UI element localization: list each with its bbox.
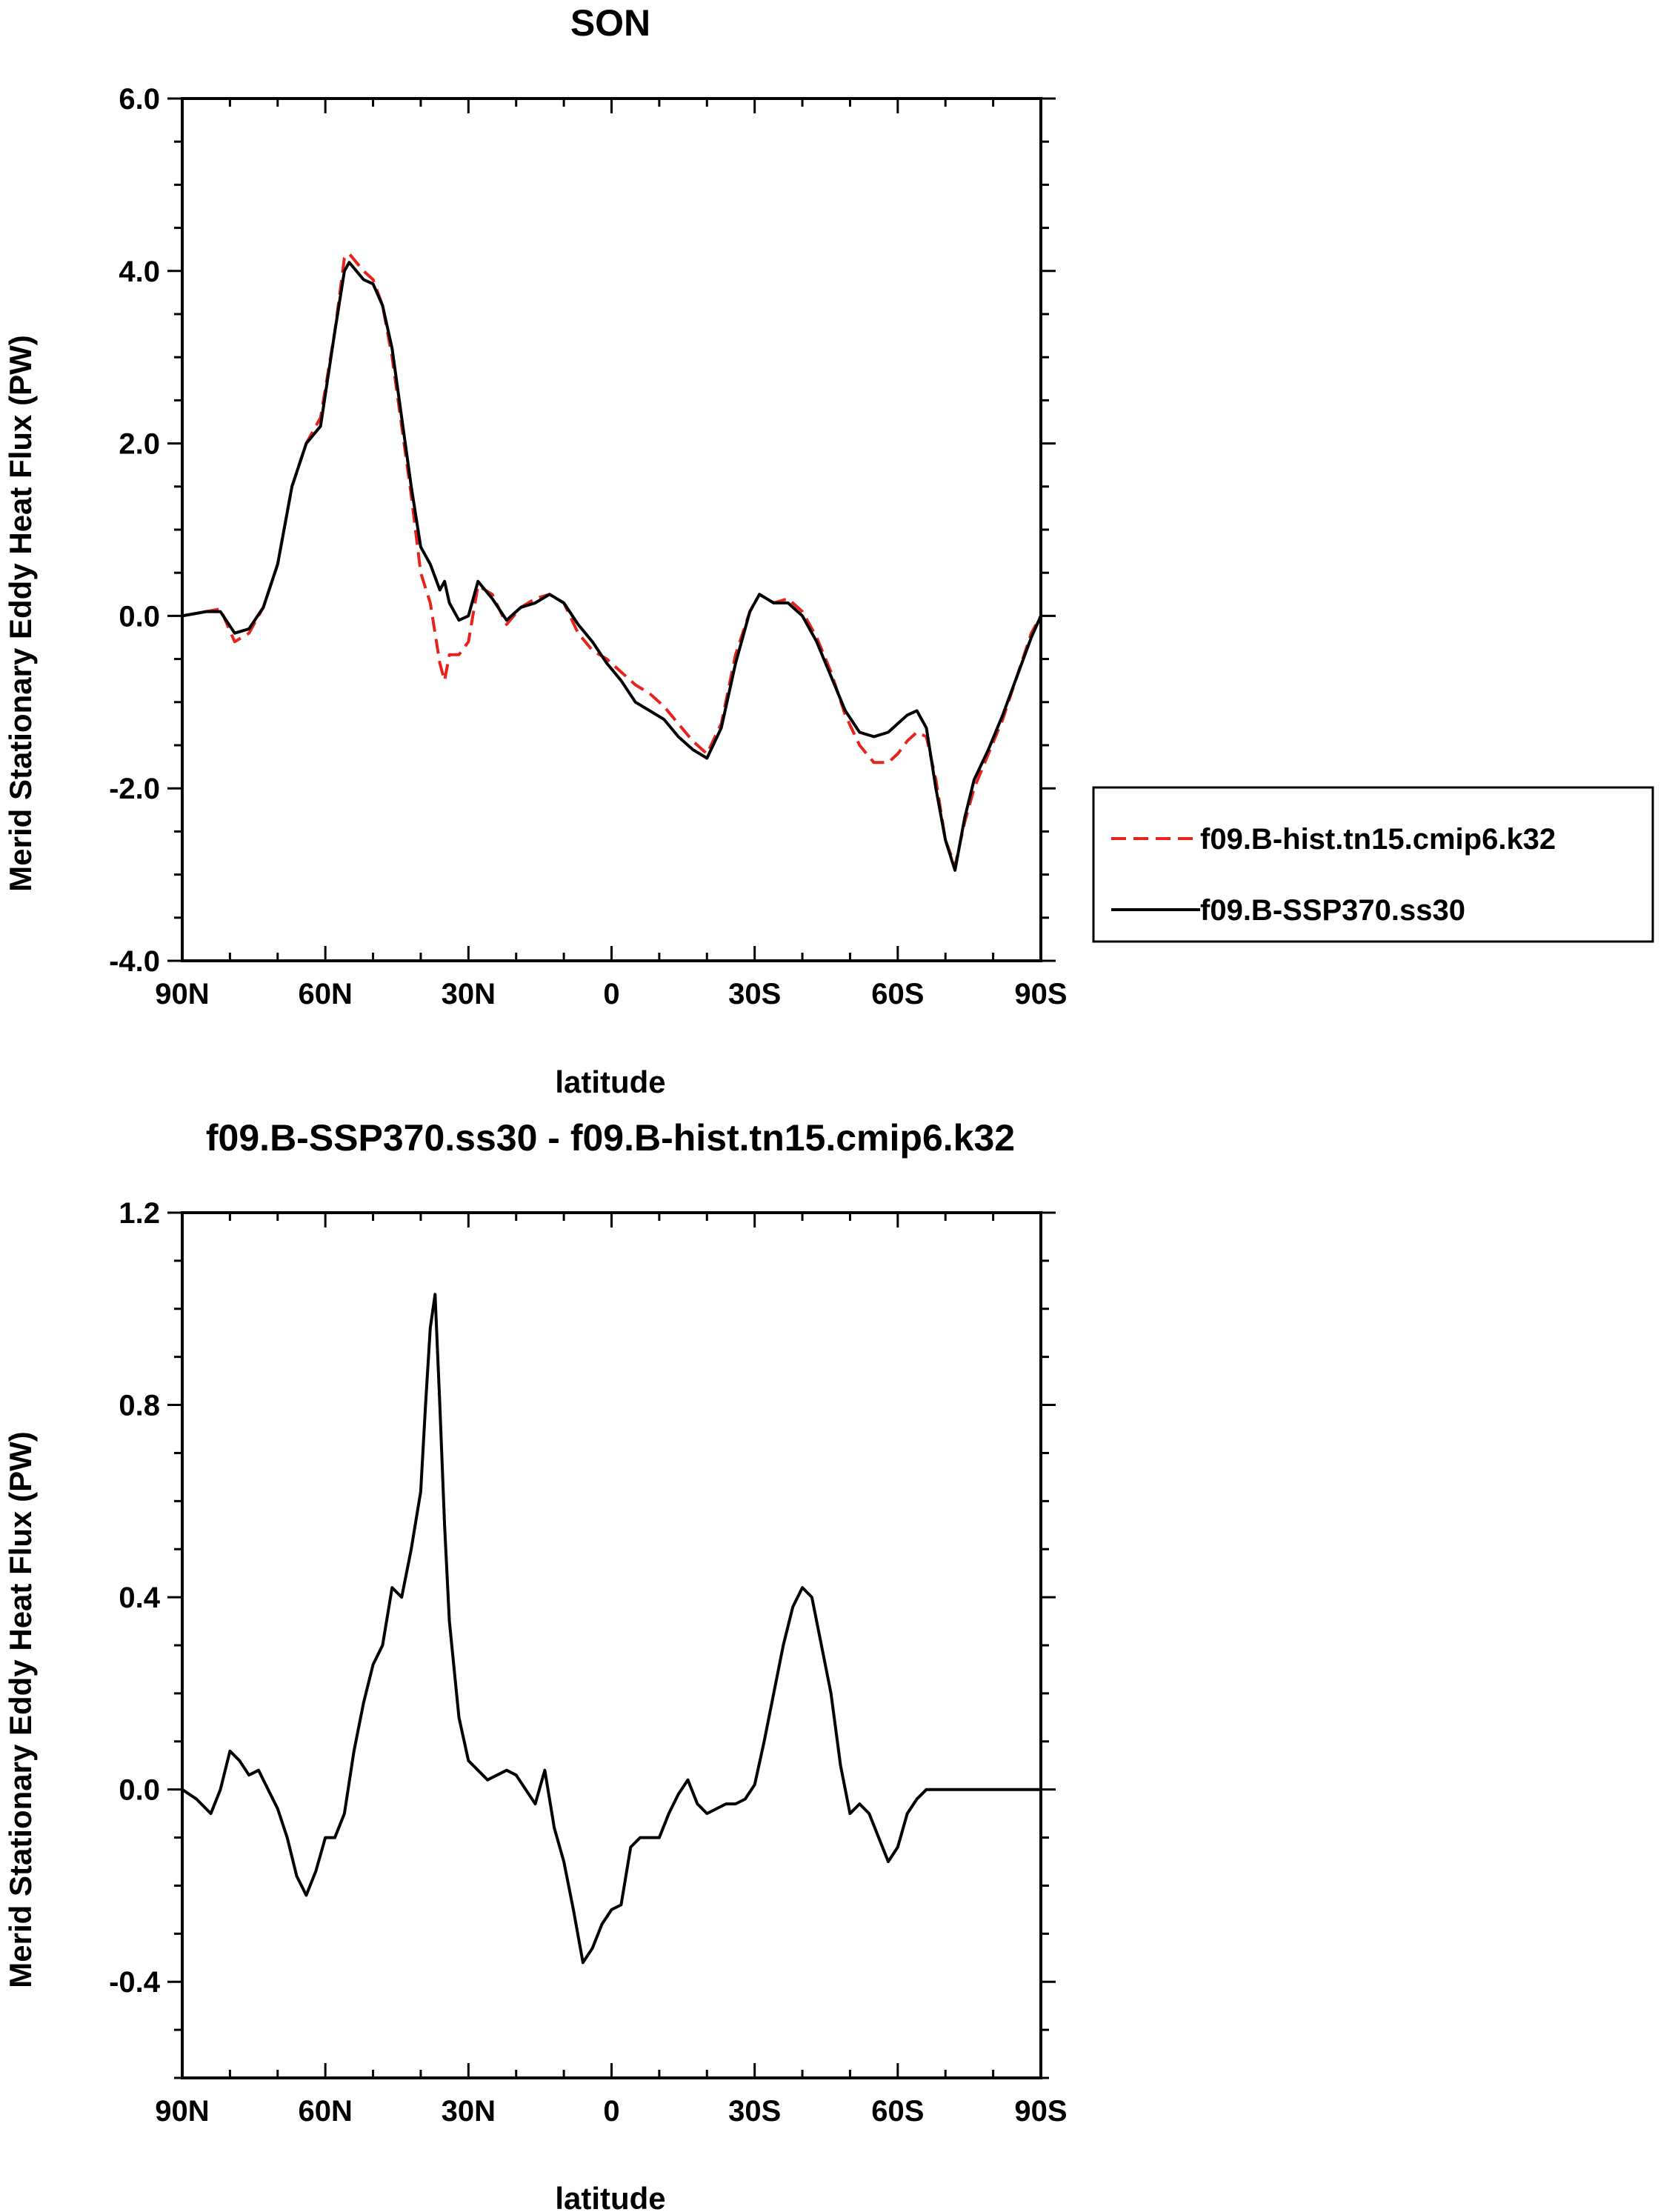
chart-title: SON [570,2,650,44]
x-tick-label: 30S [728,978,781,1010]
series-line-0 [181,1293,1041,1965]
x-axis-title: latitude [555,2181,665,2212]
y-tick-label: 0.4 [119,1582,160,1614]
legend-label-hist: f09.B-hist.tn15.cmip6.k32 [1200,823,1556,856]
legend-box [1092,786,1654,943]
x-tick-label: 0 [603,978,619,1010]
y-tick-label: -0.4 [109,1966,161,1999]
y-tick-label: 0.0 [119,1774,160,1807]
chart-title: f09.B-SSP370.ss30 - f09.B-hist.tn15.cmip… [206,1117,1015,1159]
x-tick-label: 60S [871,978,924,1010]
y-tick-label: 2.0 [119,428,160,461]
tick-labels: 90N 60N 30N 0 30S 60S 90S 1.2 0.8 0.4 0.0 -0.4 [109,1197,1068,2128]
y-axis-title: Merid Stationary Eddy Heat Flux (PW) [3,1431,38,1988]
series-lines [181,1293,1041,1965]
legend-label-ssp: f09.B-SSP370.ss30 [1200,894,1465,927]
x-tick-label: 90S [1014,2095,1067,2128]
x-axis-title: latitude [555,1065,665,1099]
y-axis-title: Merid Stationary Eddy Heat Flux (PW) [3,335,38,891]
tick-marks [167,97,1056,962]
y-tick-label: 0.0 [119,600,160,633]
x-tick-label: 30N [442,978,496,1010]
plot-frame [181,97,1042,962]
y-tick-label: 6.0 [119,83,160,116]
bottom-chart: f09.B-SSP370.ss30 - f09.B-hist.tn15.cmip… [3,1117,1068,2212]
x-tick-label: 60N [298,2095,352,2128]
x-tick-label: 30S [728,2095,781,2128]
y-tick-label: 4.0 [119,256,160,288]
top-chart: SON 90N 60N 30N 0 30S 60S 90S 6.0 4.0 2.0 0.0 -2.0 -… [3,2,1654,1099]
x-tick-label: 90S [1014,978,1067,1010]
tick-marks [167,1211,1056,2079]
x-tick-label: 90N [155,978,209,1010]
y-tick-label: 0.8 [119,1390,160,1422]
plot-frame [181,1211,1042,2079]
x-tick-label: 60S [871,2095,924,2128]
x-tick-label: 60N [298,978,352,1010]
x-tick-label: 30N [442,2095,496,2128]
series-line-0 [182,252,1042,867]
legend: f09.B-hist.tn15.cmip6.k32 f09.B-SSP370.s… [1092,786,1654,943]
y-tick-label: 1.2 [119,1197,160,1230]
series-line-1 [182,261,1042,872]
y-tick-label: -2.0 [109,773,160,805]
x-tick-label: 0 [603,2095,619,2128]
series-lines [182,252,1042,872]
y-tick-label: -4.0 [109,945,160,978]
x-tick-label: 90N [155,2095,209,2128]
tick-labels: 90N 60N 30N 0 30S 60S 90S 6.0 4.0 2.0 0.0 -2.0 -4.0 [109,83,1068,1010]
